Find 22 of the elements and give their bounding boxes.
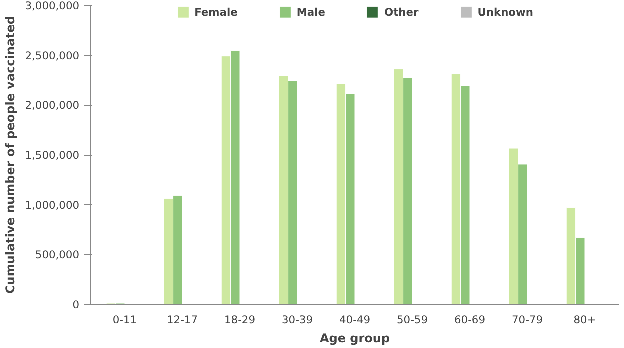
y-tick-label: 2,500,000 xyxy=(25,49,80,62)
y-tick-label: 1,500,000 xyxy=(25,149,80,162)
legend-label: Male xyxy=(296,6,326,18)
x-tick-label: 80+ xyxy=(574,314,596,326)
y-tick-label: 1,000,000 xyxy=(25,198,80,212)
x-tick-label: 60-69 xyxy=(454,314,486,326)
x-tick-label: 18-29 xyxy=(224,314,256,326)
legend-label: Other xyxy=(384,6,419,18)
x-tick-label: 12-17 xyxy=(167,314,198,326)
x-tick-label: 50-59 xyxy=(397,314,428,326)
y-axis-title: Cumulative number of people vaccinated xyxy=(3,16,18,294)
legend-label: Female xyxy=(194,6,238,18)
x-tick-label: 30-39 xyxy=(282,314,314,326)
x-axis-title: Age group xyxy=(320,332,390,346)
y-tick-label: 3,000,000 xyxy=(25,0,80,12)
x-tick-label: 40-49 xyxy=(340,314,371,326)
y-tick-label: 0 xyxy=(72,298,80,312)
y-tick-label: 2,000,000 xyxy=(25,99,80,112)
x-tick-label: 0-11 xyxy=(112,314,138,326)
x-tick-label: 70-79 xyxy=(512,314,544,326)
legend-label: Unknown xyxy=(478,6,534,18)
y-tick-label: 500,000 xyxy=(35,248,80,262)
